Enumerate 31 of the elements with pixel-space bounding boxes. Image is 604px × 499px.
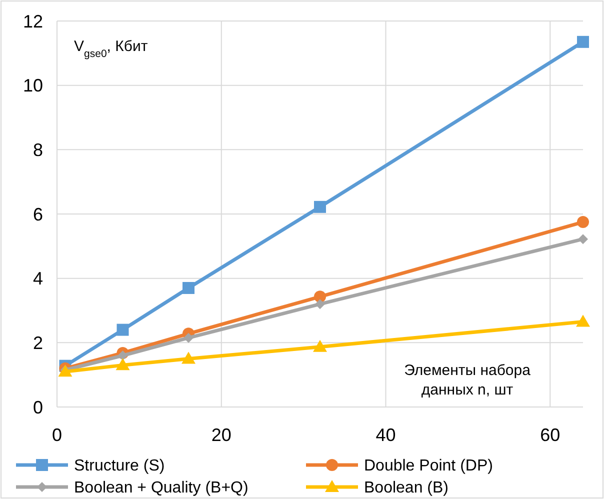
legend-label: Boolean (B) bbox=[364, 480, 448, 497]
y-tick-label: 12 bbox=[22, 11, 43, 32]
legend-label: Double Point (DP) bbox=[364, 458, 493, 475]
point bbox=[118, 350, 128, 361]
point bbox=[182, 282, 194, 294]
point bbox=[313, 340, 327, 352]
point bbox=[116, 324, 129, 336]
y-tick-label: 2 bbox=[32, 332, 43, 353]
point bbox=[576, 314, 590, 327]
point bbox=[314, 290, 326, 303]
x-tick-label: 60 bbox=[540, 425, 560, 445]
x-tick-label: 0 bbox=[52, 425, 62, 445]
point bbox=[315, 299, 325, 310]
x-axis-title: Элементы набора данных n, шт bbox=[404, 362, 532, 398]
y-tick-label: 8 bbox=[32, 140, 43, 160]
point bbox=[577, 216, 589, 228]
y-tick-label: 4 bbox=[32, 268, 43, 289]
x-tick-label: 40 bbox=[376, 425, 396, 445]
legend-label: Structure (S) bbox=[74, 458, 165, 475]
x-tick-label: 20 bbox=[211, 425, 232, 445]
point bbox=[577, 36, 589, 48]
legend-label: Boolean + Quality (B+Q) bbox=[74, 480, 248, 497]
point bbox=[182, 352, 196, 364]
y-axis-title: V$_{gse0}$, Кбит bbox=[74, 38, 148, 60]
point bbox=[314, 200, 326, 213]
y-tick-label: 6 bbox=[32, 204, 43, 224]
y-tick-label: 10 bbox=[22, 76, 43, 96]
point bbox=[578, 234, 588, 244]
point bbox=[184, 332, 194, 343]
point bbox=[116, 358, 130, 370]
y-tick-label: 0 bbox=[32, 397, 43, 418]
